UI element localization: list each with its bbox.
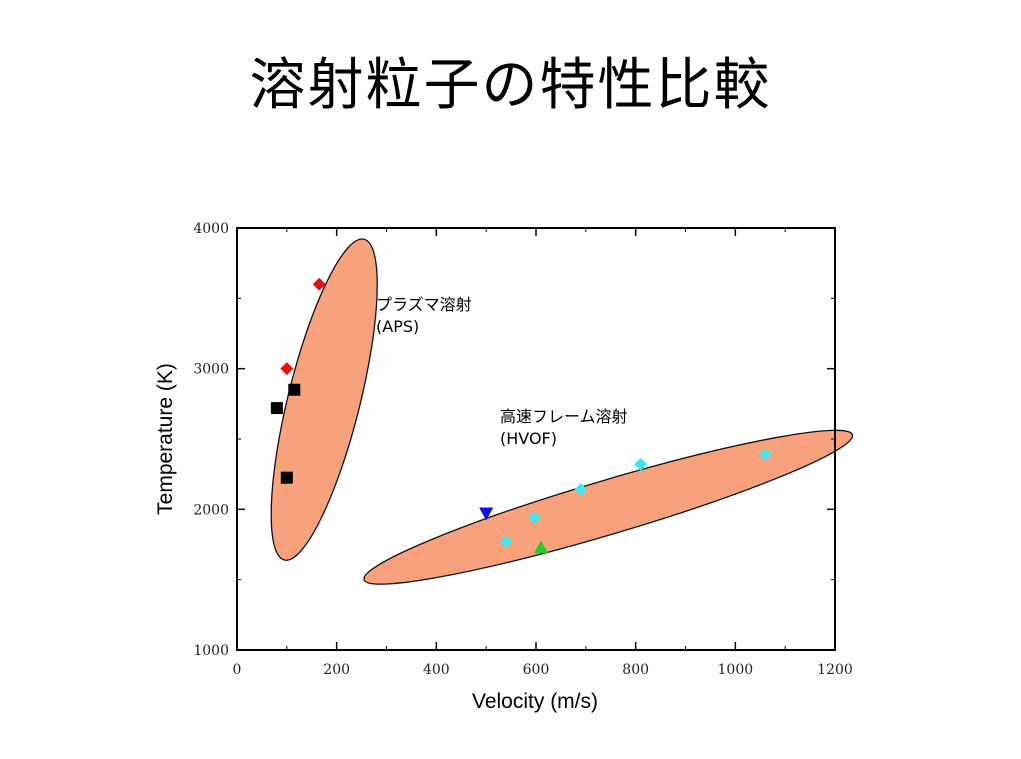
region-labels: プラズマ溶射 (APS) 高速フレーム溶射 (HVOF) — [376, 295, 628, 448]
region-label-hvof-line1: 高速フレーム溶射 — [500, 407, 628, 426]
region-ellipse-hvof — [363, 429, 854, 585]
red-diamond-point — [312, 277, 326, 291]
y-tick-label: 3000 — [193, 362, 229, 378]
x-tick-label: 0 — [233, 662, 242, 678]
red-diamond-point — [280, 362, 294, 376]
region-label-aps-line2: (APS) — [376, 317, 419, 336]
cyan-diamond-point — [758, 447, 772, 461]
x-tick-label: 400 — [423, 662, 450, 678]
black-square-point — [270, 402, 283, 415]
blue-triangle-down-point — [479, 507, 494, 521]
y-tick-label: 2000 — [193, 502, 229, 518]
x-tick-label: 600 — [523, 662, 550, 678]
x-tick-label: 200 — [323, 662, 350, 678]
region-label-aps-line1: プラズマ溶射 — [376, 295, 472, 314]
cyan-diamond-point — [528, 511, 542, 525]
black-square-point — [280, 471, 293, 484]
region-label-hvof-line2: (HVOF) — [500, 429, 557, 448]
y-tick-label: 4000 — [193, 221, 229, 237]
slide-title: 溶射粒子の特性比較 — [249, 53, 772, 118]
green-triangle-up-point — [533, 540, 548, 554]
x-tick-label: 800 — [622, 662, 649, 678]
data-points — [270, 277, 772, 554]
axis-ticks: 0 200 400 600 800 1000 1200 1000 2000 3000 4000 — [193, 221, 852, 678]
x-tick-label: 1000 — [718, 662, 754, 678]
y-tick-label: 1000 — [193, 643, 229, 659]
x-tick-label: 1200 — [817, 662, 853, 678]
cyan-diamond-point — [574, 483, 588, 497]
x-axis-title: Velocity (m/s) — [472, 690, 598, 713]
y-axis-title: Temperature (K) — [154, 363, 177, 515]
cyan-diamond-point — [634, 457, 648, 471]
cyan-diamond-point — [499, 535, 513, 549]
black-square-point — [288, 383, 301, 396]
region-ellipse-aps — [270, 238, 378, 561]
regions-layer — [270, 238, 854, 585]
